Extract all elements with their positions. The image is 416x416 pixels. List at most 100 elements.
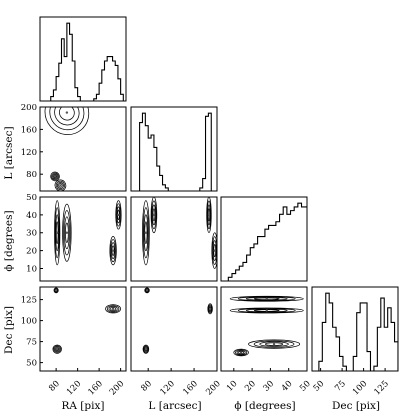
y-tick-label-dec-0: 50 <box>26 359 37 369</box>
x-tick-label-l-1: 120 <box>158 379 177 398</box>
contour-l-dec-2-2 <box>208 305 212 313</box>
contour-ra-phi-1-3 <box>65 222 69 243</box>
contour-ra-dec-1-1 <box>54 288 59 293</box>
contour-ra-l-1-1 <box>55 180 66 191</box>
x-tick-label-dec-0: 50 <box>312 379 327 394</box>
y-tick-label-dec-3: 125 <box>21 296 37 306</box>
contour-l-dec-0-0 <box>142 344 150 354</box>
contour-l-phi-2-0 <box>206 197 212 234</box>
contour-ra-dec-0-3 <box>55 347 60 351</box>
contour-ra-phi-1-0 <box>62 203 72 262</box>
x-label-l: L [arcsec] <box>148 400 201 412</box>
contour-l-phi-3-1 <box>212 236 217 265</box>
contour-l-dec-0-1 <box>143 345 149 353</box>
x-tick-label-phi-0: 10 <box>225 379 240 394</box>
contour-ra-l-1-0 <box>54 179 67 191</box>
density-peak-phi-dec-3 <box>239 351 243 354</box>
contour-l-phi-0-2 <box>143 214 149 252</box>
y-tick-label-phi-1: 20 <box>26 247 37 257</box>
histogram-ra <box>40 22 126 101</box>
contour-ra-l-0-1 <box>49 107 85 131</box>
y-label-phi: ϕ [degrees] <box>3 210 15 271</box>
panel-frame-3-0 <box>39 286 127 372</box>
x-tick-label-dec-1: 75 <box>333 379 348 394</box>
panel-frame-3-1 <box>130 286 218 372</box>
contour-ra-phi-0-2 <box>55 214 60 252</box>
density-peak-ra-phi-3 <box>111 249 115 252</box>
panel-frame-3-2 <box>220 286 308 372</box>
y-tick-label-phi-2: 30 <box>26 229 37 239</box>
density-ra-l <box>44 107 90 191</box>
contour-ra-dec-2-0 <box>105 304 121 314</box>
x-tick-label-ra-3: 200 <box>108 379 127 398</box>
density-peak-ra-phi-1 <box>65 231 69 234</box>
density-peak-ra-phi-0 <box>56 231 59 234</box>
contour-l-dec-2-0 <box>207 303 213 315</box>
contour-phi-dec-0-2 <box>245 296 288 301</box>
density-peak-phi-dec-1 <box>265 309 268 312</box>
x-tick-label-ra-1: 120 <box>65 379 84 398</box>
y-tick-label-l-3: 200 <box>21 103 37 113</box>
contour-ra-dec-0-1 <box>53 345 61 353</box>
contour-l-dec-2-1 <box>207 304 213 314</box>
contour-phi-dec-0-1 <box>237 296 296 302</box>
density-ra-dec <box>52 287 121 354</box>
density-peak-phi-dec-2 <box>272 342 276 346</box>
contour-ra-l-2-3 <box>53 174 57 179</box>
contour-ra-dec-1-0 <box>53 287 59 294</box>
contour-ra-phi-0-0 <box>54 200 61 266</box>
density-peak-l-dec-1 <box>145 289 149 292</box>
x-tick-label-l-0: 80 <box>139 379 154 394</box>
density-peak-ra-dec-1 <box>54 289 58 292</box>
x-tick-label-ra-0: 80 <box>47 379 62 394</box>
contour-l-phi-3-2 <box>212 240 217 262</box>
contour-l-phi-0-1 <box>142 207 149 259</box>
y-tick-label-dec-1: 75 <box>26 338 37 348</box>
y-tick-label-l-0: 80 <box>26 170 37 180</box>
x-label-dec: Dec [pix] <box>332 400 380 412</box>
density-peak-phi-dec-0 <box>265 297 268 300</box>
y-label-dec: Dec [pix] <box>3 306 15 354</box>
contour-l-phi-0-0 <box>142 200 150 266</box>
y-label-l: L [arcsec] <box>3 126 15 179</box>
contour-l-dec-0-2 <box>143 346 148 352</box>
density-peak-l-dec-2 <box>208 307 212 311</box>
contour-ra-dec-0-2 <box>54 346 60 352</box>
contour-phi-dec-3-2 <box>236 350 246 355</box>
contour-phi-dec-2-3 <box>264 342 284 346</box>
density-peak-l-phi-3 <box>213 249 216 252</box>
contour-ra-l-0-2 <box>54 107 80 126</box>
contour-ra-phi-1-1 <box>63 210 71 256</box>
contour-l-phi-3-0 <box>211 232 217 269</box>
y-tick-label-phi-0: 10 <box>26 264 37 274</box>
x-tick-label-phi-1: 20 <box>243 379 258 394</box>
panel-frame-3-3 <box>311 286 399 372</box>
y-tick-label-phi-4: 50 <box>26 193 37 203</box>
contour-phi-dec-1-1 <box>237 308 296 313</box>
contour-ra-l-2-1 <box>51 172 59 181</box>
density-peak-ra-dec-0 <box>56 347 59 351</box>
contour-phi-dec-0-0 <box>229 295 304 302</box>
x-label-phi: ϕ [degrees] <box>234 400 295 412</box>
contour-ra-dec-2-2 <box>108 306 118 312</box>
contour-phi-dec-1-2 <box>245 308 288 313</box>
density-peak-ra-phi-2 <box>117 213 120 217</box>
contour-l-phi-2-1 <box>206 200 212 230</box>
density-peak-l-dec-0 <box>144 347 148 351</box>
contour-phi-dec-2-2 <box>259 341 289 347</box>
contour-ra-l-1-3 <box>58 183 63 188</box>
density-phi-dec <box>229 295 304 357</box>
contour-l-phi-1-2 <box>151 204 156 226</box>
contour-l-phi-1-1 <box>151 200 157 230</box>
density-peak-l-phi-1 <box>152 213 156 217</box>
contour-ra-dec-2-3 <box>110 307 117 311</box>
contour-ra-l-0-0 <box>44 107 90 136</box>
contour-ra-dec-0-0 <box>52 344 62 354</box>
x-tick-label-ra-2: 160 <box>86 379 105 398</box>
contour-ra-phi-2-2 <box>116 206 121 224</box>
contour-ra-phi-3-1 <box>110 239 116 263</box>
density-peak-ra-l-2 <box>53 175 57 178</box>
contour-ra-l-1-2 <box>56 181 64 189</box>
